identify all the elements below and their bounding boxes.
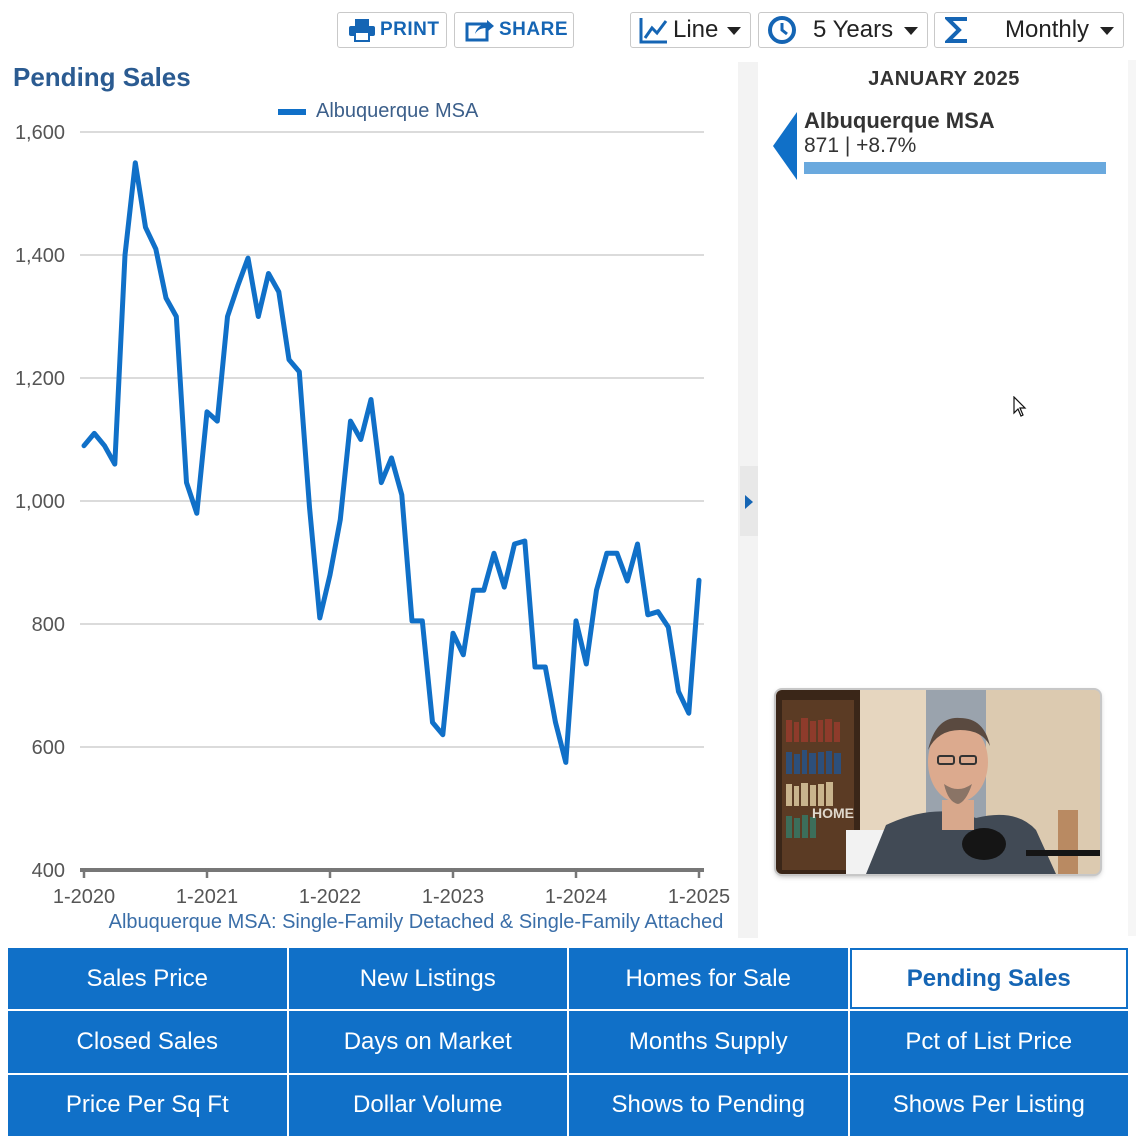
y-tick-label: 800 — [32, 614, 65, 636]
y-tick-label: 1,400 — [15, 245, 65, 267]
webcam-sign-text: HOME — [812, 805, 854, 821]
x-tick-label: 1-2023 — [422, 886, 484, 908]
y-tick-label: 400 — [32, 860, 65, 882]
presenter-video-image: HOME — [776, 690, 1100, 874]
nav-dollar-volume[interactable]: Dollar Volume — [288, 1074, 567, 1136]
nav-shows-per-listing[interactable]: Shows Per Listing — [849, 1074, 1128, 1136]
legend-series-name: Albuquerque MSA — [316, 100, 479, 122]
nav-price-per-sq-ft[interactable]: Price Per Sq Ft — [8, 1074, 287, 1136]
nav-closed-sales[interactable]: Closed Sales — [8, 1011, 287, 1073]
chevron-down-icon — [1100, 27, 1114, 35]
clock-icon — [768, 16, 796, 44]
y-tick-label: 1,200 — [15, 368, 65, 390]
nav-homes-for-sale[interactable]: Homes for Sale — [569, 948, 848, 1010]
chart-legend[interactable]: Albuquerque MSA — [278, 100, 478, 123]
period-value: 5 Years — [813, 16, 894, 43]
y-tick-label: 1,600 — [15, 122, 65, 144]
period-dropdown[interactable]: 5 Years — [758, 12, 928, 48]
print-button[interactable]: PRINT — [337, 12, 447, 48]
nav-shows-to-pending[interactable]: Shows to Pending — [569, 1074, 848, 1136]
y-tick-label: 600 — [32, 737, 65, 759]
x-tick-label: 1-2020 — [53, 886, 115, 908]
chart-type-dropdown[interactable]: Line — [630, 12, 751, 48]
pending-sales-chart: 400 600 800 1,000 1,200 1,400 1,600 1-2020 1-202… — [15, 122, 730, 933]
x-tick-label: 1-2024 — [545, 886, 607, 908]
page-title: Pending Sales — [13, 62, 191, 92]
aggregation-dropdown[interactable]: Monthly — [934, 12, 1124, 48]
nav-new-listings[interactable]: New Listings — [288, 948, 567, 1010]
panel-date: JANUARY 2025 — [868, 68, 1020, 90]
legend-swatch — [278, 108, 306, 115]
share-label: SHARE — [499, 19, 569, 40]
panel-area-name: Albuquerque MSA — [804, 108, 995, 133]
chart-caption: Albuquerque MSA: Single-Family Detached … — [109, 911, 724, 933]
panel-scroll-edge — [1128, 60, 1136, 936]
mouse-cursor-icon — [1013, 396, 1027, 417]
nav-months-supply[interactable]: Months Supply — [569, 1011, 848, 1073]
series-line-albuquerque-msa — [81, 160, 702, 765]
chart-type-value: Line — [673, 16, 719, 43]
x-tick-label: 1-2022 — [299, 886, 361, 908]
panel-value-bar — [804, 162, 1106, 174]
printer-icon — [349, 19, 375, 42]
chevron-down-icon — [727, 27, 741, 35]
aggregation-value: Monthly — [1005, 16, 1090, 43]
nav-days-on-market[interactable]: Days on Market — [288, 1011, 567, 1073]
nav-sales-price[interactable]: Sales Price — [8, 948, 287, 1010]
nav-pending-sales[interactable]: Pending Sales — [849, 948, 1128, 1010]
metric-nav-grid: Sales Price New Listings Homes for Sale Pen… — [8, 948, 1128, 1136]
share-button[interactable]: SHARE — [454, 12, 574, 48]
line-chart-icon — [639, 18, 668, 44]
nav-pct-of-list-price[interactable]: Pct of List Price — [849, 1011, 1128, 1073]
pointer-arrow-icon — [773, 112, 797, 180]
y-tick-label: 1,000 — [15, 491, 65, 513]
x-tick-label: 1-2025 — [668, 886, 730, 908]
sigma-icon — [945, 17, 967, 43]
chevron-down-icon — [904, 27, 918, 35]
x-tick-label: 1-2021 — [176, 886, 238, 908]
print-label: PRINT — [380, 19, 440, 40]
panel-value: 871 | +8.7% — [804, 134, 917, 157]
share-icon — [465, 20, 494, 42]
webcam-overlay: HOME — [776, 690, 1100, 874]
caret-right-icon[interactable] — [745, 495, 753, 509]
